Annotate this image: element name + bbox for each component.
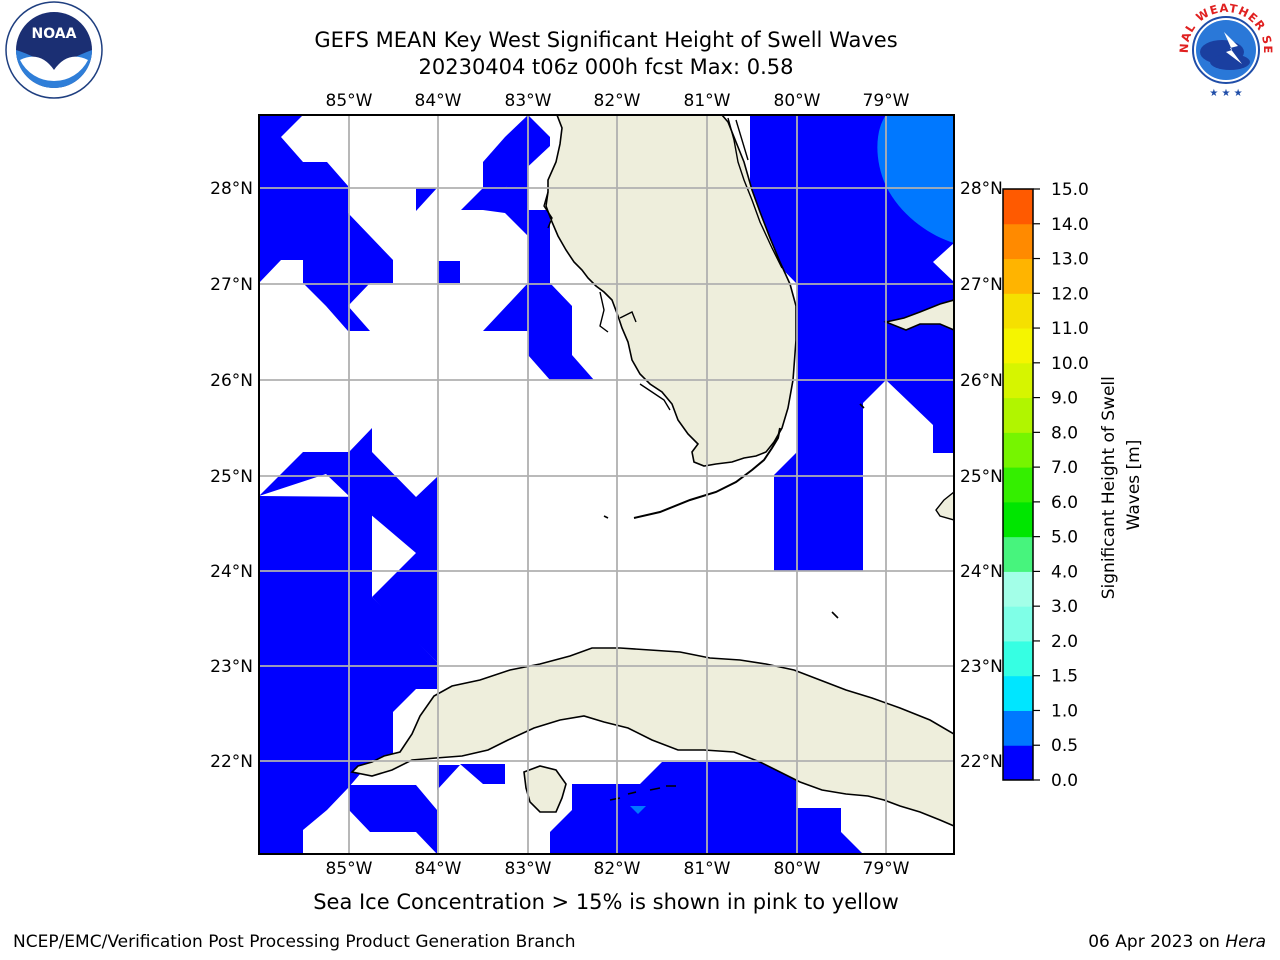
colorbar-segment xyxy=(1003,258,1033,294)
lat-label-left: 24°N xyxy=(210,562,253,582)
nws-logo: NATIONAL WEATHER SERVICE ★ ★ ★ xyxy=(1176,2,1274,99)
lon-label-top: 80°W xyxy=(774,91,821,111)
colorbar-tick-label: 11.0 xyxy=(1051,319,1089,339)
noaa-logo-text: NOAA xyxy=(32,26,77,42)
lon-label-top: 79°W xyxy=(863,91,910,111)
colorbar-tick-label: 0.5 xyxy=(1051,736,1078,756)
lat-label-left: 23°N xyxy=(210,657,253,677)
sea-ice-caption: Sea Ice Concentration > 15% is shown in … xyxy=(313,890,899,914)
colorbar-segment xyxy=(1003,362,1033,399)
lat-label-right: 23°N xyxy=(960,657,1003,677)
east-islands xyxy=(935,491,954,521)
lat-label-right: 25°N xyxy=(960,467,1003,487)
lon-label-top: 82°W xyxy=(594,91,641,111)
colorbar-segment xyxy=(1003,432,1033,468)
florida-coast-detail xyxy=(543,117,783,411)
colorbar-segment xyxy=(1003,571,1033,607)
colorbar-tick-label: 12.0 xyxy=(1051,284,1089,304)
lat-label-left: 22°N xyxy=(210,752,253,772)
colorbar-label-line1: Significant Height of Swell xyxy=(1099,376,1119,599)
colorbar-tick-label: 10.0 xyxy=(1051,354,1089,374)
colorbar-segment xyxy=(1003,397,1033,433)
lon-label-bottom: 85°W xyxy=(326,859,373,879)
colorbar-label-line2: Waves [m] xyxy=(1124,440,1144,531)
colorbar-tick-label: 2.0 xyxy=(1051,632,1078,652)
swell-field-mid xyxy=(630,115,954,814)
colorbar-tick-label: 0.0 xyxy=(1051,771,1078,791)
lon-label-bottom: 83°W xyxy=(505,859,552,879)
colorbar-tick-label: 6.0 xyxy=(1051,493,1078,513)
colorbar-tick-label: 13.0 xyxy=(1051,250,1089,270)
hispaniola-land xyxy=(883,299,954,331)
lon-label-bottom: 79°W xyxy=(863,859,910,879)
lat-label-right: 26°N xyxy=(960,371,1003,391)
footer-date: 06 Apr 2023 on Hera xyxy=(1088,932,1266,952)
lat-label-left: 25°N xyxy=(210,467,253,487)
colorbar-tick-label: 5.0 xyxy=(1051,528,1078,548)
lat-label-right: 22°N xyxy=(960,752,1003,772)
lon-label-bottom: 82°W xyxy=(594,859,641,879)
lat-label-left: 27°N xyxy=(210,275,253,295)
colorbar-tick-label: 1.5 xyxy=(1051,667,1078,687)
lon-label-top: 84°W xyxy=(415,91,462,111)
lat-label-left: 26°N xyxy=(210,371,253,391)
footer-date-text: 06 Apr 2023 on xyxy=(1088,932,1226,952)
colorbar-tick-label: 4.0 xyxy=(1051,562,1078,582)
colorbar-segment xyxy=(1003,675,1033,711)
florida-land xyxy=(545,115,797,467)
colorbar-segment xyxy=(1003,293,1033,329)
colorbar-segment xyxy=(1003,467,1033,503)
map-gridlines xyxy=(259,115,954,854)
colorbar-tick-label: 1.0 xyxy=(1051,701,1078,721)
colorbar-segment xyxy=(1003,606,1033,642)
colorbar-segment xyxy=(1003,501,1033,538)
lon-label-top: 85°W xyxy=(326,91,373,111)
noaa-logo: NOAA xyxy=(5,1,103,99)
colorbar-segment xyxy=(1003,328,1033,364)
colorbar-tick-label: 8.0 xyxy=(1051,423,1078,443)
svg-text:★ ★ ★: ★ ★ ★ xyxy=(1209,88,1242,99)
colorbar-segment xyxy=(1003,710,1033,746)
colorbar-tick-label: 15.0 xyxy=(1051,180,1089,200)
colorbar-segment xyxy=(1003,536,1033,572)
colorbar-tick-label: 3.0 xyxy=(1051,597,1078,617)
lat-label-right: 28°N xyxy=(960,179,1003,199)
cuba-land xyxy=(350,647,954,827)
colorbar-segment xyxy=(1003,745,1033,781)
colorbar-segment xyxy=(1003,223,1033,260)
colorbar-tick-label: 7.0 xyxy=(1051,458,1078,478)
footer-machine: Hera xyxy=(1225,932,1266,952)
lat-label-right: 27°N xyxy=(960,275,1003,295)
lat-label-right: 24°N xyxy=(960,562,1003,582)
swell-field-low xyxy=(259,115,954,854)
colorbar-segment xyxy=(1003,640,1033,677)
colorbar-label: Significant Height of Swell Waves [m] xyxy=(1099,371,1144,600)
lon-label-top: 81°W xyxy=(684,91,731,111)
chart-subtitle: 20230404 t06z 000h fcst Max: 0.58 xyxy=(418,55,794,79)
colorbar: 0.0 0.5 1.0 1.5 2.0 3.0 4.0 5.0 6.0 7.0 8.0 9.0 10.0… xyxy=(1002,180,1089,791)
plot-frame xyxy=(258,114,955,855)
colorbar-frame xyxy=(1002,188,1034,781)
lat-label-left: 28°N xyxy=(210,179,253,199)
footer-credit: NCEP/EMC/Verification Post Processing Pr… xyxy=(13,932,576,952)
colorbar-tick-label: 9.0 xyxy=(1051,389,1078,409)
chart-title: GEFS MEAN Key West Significant Height of… xyxy=(314,28,898,52)
colorbar-tick-label: 14.0 xyxy=(1051,215,1089,235)
lon-label-bottom: 81°W xyxy=(684,859,731,879)
colorbar-segment xyxy=(1003,189,1033,225)
lon-label-bottom: 80°W xyxy=(774,859,821,879)
lon-label-bottom: 84°W xyxy=(415,859,462,879)
lon-label-top: 83°W xyxy=(505,91,552,111)
